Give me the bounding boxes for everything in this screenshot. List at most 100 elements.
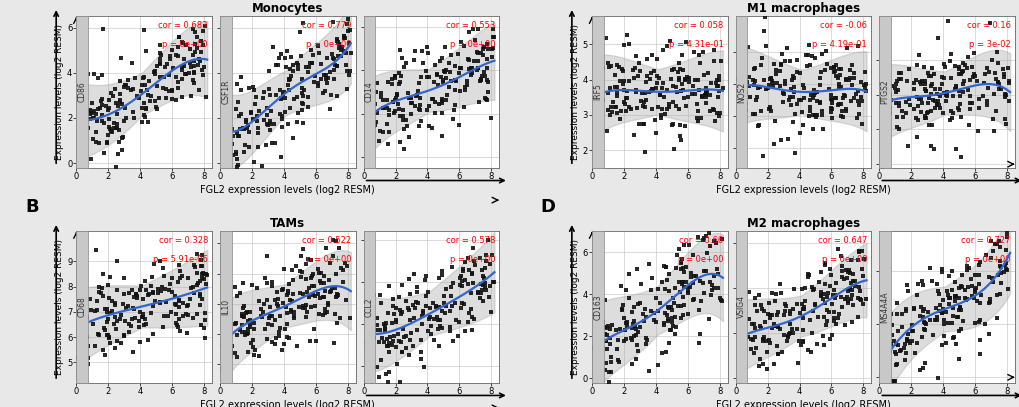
Point	[76, 144, 93, 150]
Point	[115, 133, 131, 140]
Point	[921, 108, 937, 114]
Point	[928, 317, 945, 323]
Point	[898, 336, 914, 343]
Point	[463, 65, 479, 71]
Point	[97, 306, 113, 312]
Point	[997, 92, 1013, 98]
Point	[845, 74, 861, 81]
Point	[730, 75, 746, 82]
Point	[243, 321, 259, 328]
Point	[71, 317, 88, 323]
Point	[79, 343, 96, 349]
Point	[263, 339, 279, 345]
Point	[233, 86, 250, 93]
Point	[598, 346, 614, 352]
Point	[385, 109, 401, 116]
Point	[219, 125, 235, 131]
Point	[812, 293, 828, 300]
Point	[336, 260, 353, 267]
Point	[139, 86, 155, 93]
Point	[975, 71, 991, 77]
Point	[132, 282, 149, 289]
Point	[850, 284, 866, 291]
Point	[897, 308, 913, 315]
Point	[157, 286, 173, 293]
Point	[657, 349, 674, 355]
Point	[321, 289, 337, 295]
Point	[771, 280, 788, 287]
Point	[852, 79, 868, 85]
Point	[849, 295, 865, 301]
Point	[641, 76, 657, 82]
Point	[225, 133, 242, 140]
Point	[342, 26, 359, 33]
Point	[942, 51, 958, 57]
Point	[162, 308, 178, 315]
Point	[231, 126, 248, 132]
Point	[950, 107, 966, 113]
Point	[934, 61, 951, 68]
Point	[761, 76, 777, 82]
Point	[257, 274, 273, 281]
Point	[136, 112, 152, 118]
Point	[371, 138, 387, 144]
X-axis label: FGL2 expression levels (log2 RESM): FGL2 expression levels (log2 RESM)	[715, 185, 890, 195]
Point	[988, 80, 1005, 87]
Point	[250, 130, 266, 137]
Point	[818, 293, 835, 300]
Point	[730, 348, 746, 355]
Point	[664, 66, 681, 72]
Point	[288, 119, 305, 126]
Point	[84, 100, 100, 106]
Point	[981, 20, 998, 26]
Point	[393, 348, 410, 355]
Point	[734, 92, 750, 98]
Point	[647, 85, 663, 91]
Point	[216, 145, 232, 151]
Point	[606, 104, 623, 110]
Point	[961, 92, 977, 99]
Point	[336, 33, 353, 39]
Point	[879, 73, 896, 79]
Point	[125, 109, 142, 116]
Point	[652, 112, 668, 118]
Point	[101, 123, 117, 130]
Point	[658, 87, 675, 94]
Point	[588, 314, 604, 320]
Point	[1000, 97, 1016, 104]
Point	[840, 266, 856, 273]
Point	[251, 352, 267, 359]
Point	[603, 322, 620, 328]
Point	[94, 102, 110, 108]
Point	[824, 63, 841, 70]
Point	[390, 294, 407, 300]
Point	[193, 322, 209, 328]
Point	[264, 278, 280, 285]
Point	[121, 329, 138, 335]
Point	[674, 80, 690, 87]
Point	[961, 105, 977, 112]
Point	[847, 91, 863, 98]
Point	[131, 339, 148, 345]
Point	[306, 79, 322, 85]
Point	[83, 296, 99, 302]
Point	[878, 342, 895, 349]
Point	[812, 291, 828, 298]
Text: p = 0e+00: p = 0e+00	[821, 256, 866, 265]
Point	[370, 338, 386, 345]
Point	[606, 83, 623, 90]
Point	[949, 314, 965, 321]
Point	[906, 106, 922, 112]
Point	[91, 284, 107, 291]
Point	[741, 94, 757, 100]
Point	[665, 300, 682, 306]
Point	[981, 295, 998, 302]
Point	[884, 378, 901, 385]
Point	[420, 289, 436, 295]
Point	[325, 76, 341, 82]
Point	[482, 114, 498, 121]
Point	[856, 69, 872, 75]
Point	[821, 282, 838, 289]
Point	[951, 101, 967, 107]
Point	[370, 374, 386, 380]
